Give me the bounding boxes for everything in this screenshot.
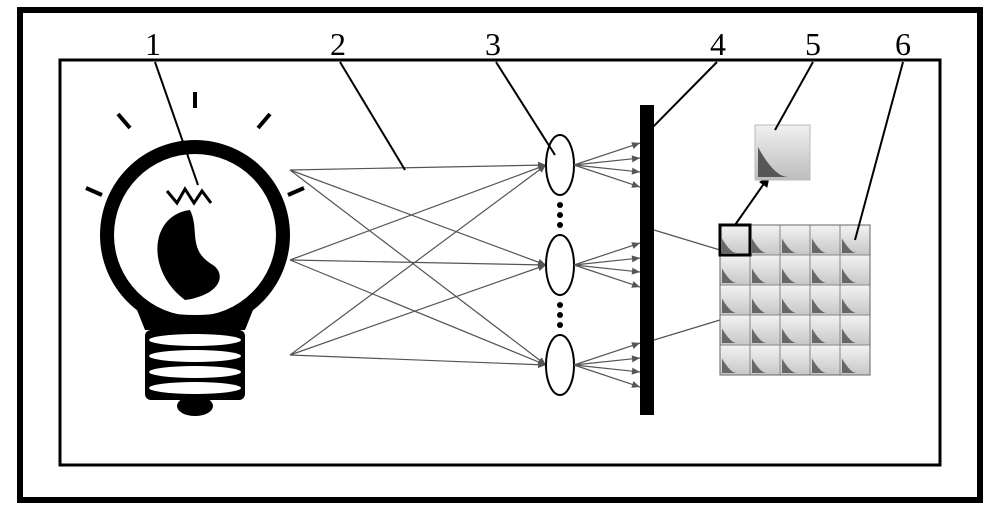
label-6: 6 [895, 26, 911, 63]
label-4: 4 [710, 26, 726, 63]
label-2: 2 [330, 26, 346, 63]
label-5: 5 [805, 26, 821, 63]
diagram-canvas: 1 2 3 4 5 6 [0, 0, 1000, 512]
diagram-svg [0, 0, 1000, 512]
label-1: 1 [145, 26, 161, 63]
label-3: 3 [485, 26, 501, 63]
